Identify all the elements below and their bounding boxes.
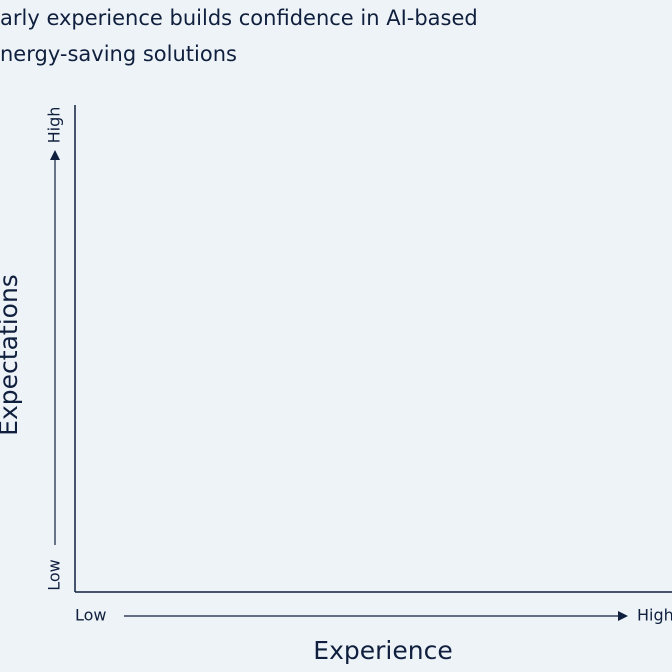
x-high-label: High [637, 606, 672, 625]
chart-title: nergy-saving solutions [0, 42, 237, 66]
chart-title: arly experience builds confidence in AI-… [0, 6, 478, 30]
x-axis-title: Experience [313, 636, 452, 665]
y-axis-title: Expectations [0, 274, 23, 436]
y-high-label: High [45, 107, 64, 144]
x-low-label: Low [75, 606, 107, 625]
y-low-label: Low [45, 559, 64, 591]
